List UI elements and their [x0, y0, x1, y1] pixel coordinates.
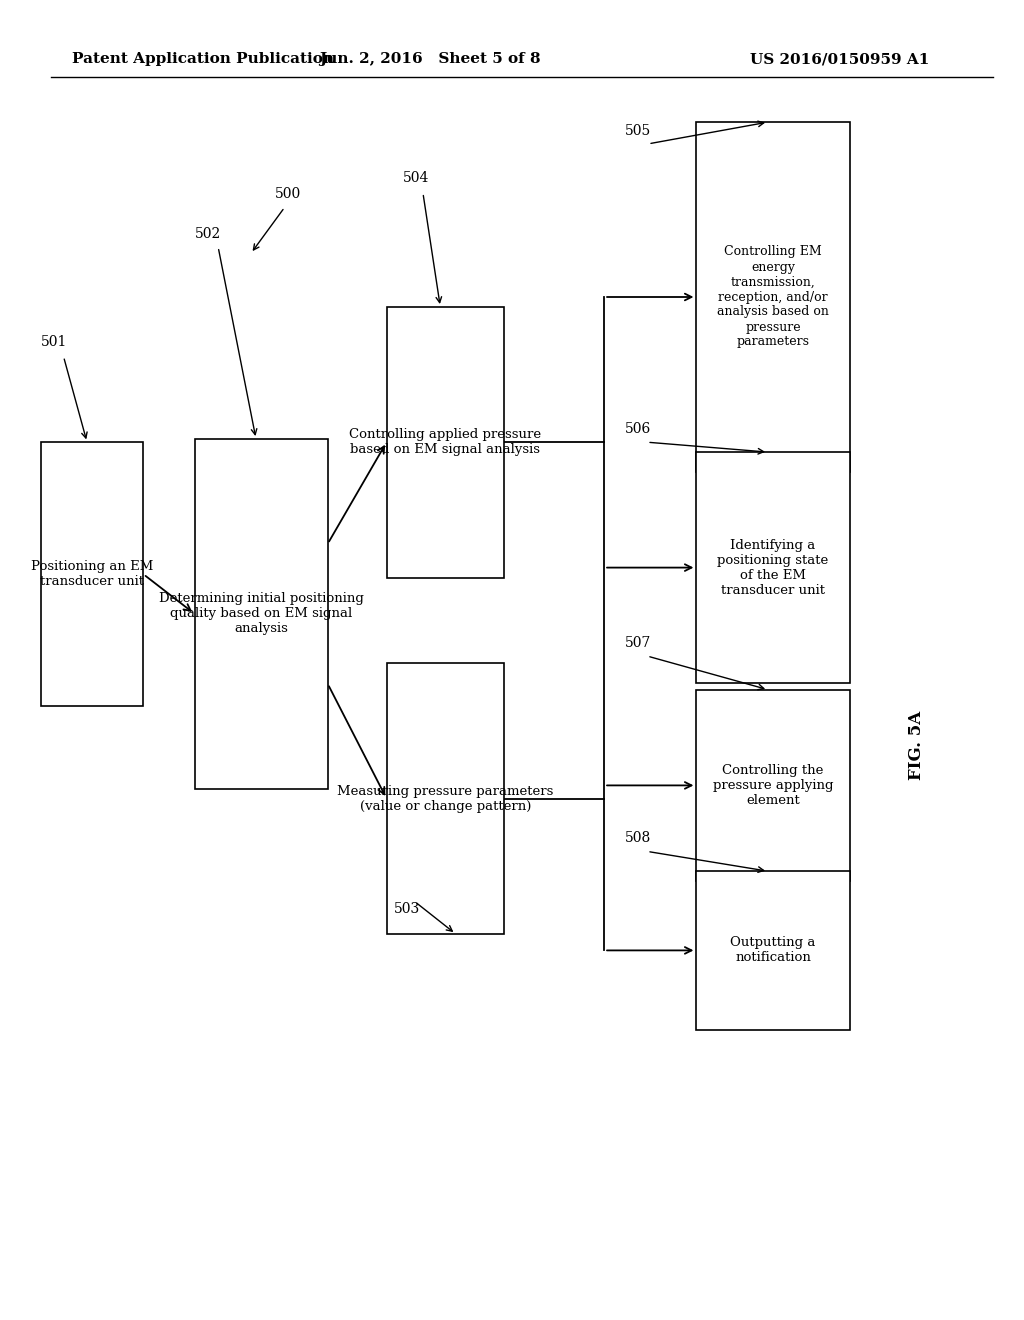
Text: Measuring pressure parameters
(value or change pattern): Measuring pressure parameters (value or … [337, 784, 554, 813]
FancyBboxPatch shape [41, 442, 143, 706]
Text: Controlling applied pressure
based on EM signal analysis: Controlling applied pressure based on EM… [349, 428, 542, 457]
Text: 506: 506 [625, 422, 651, 436]
Text: 501: 501 [41, 335, 68, 348]
Text: Patent Application Publication: Patent Application Publication [72, 53, 334, 66]
Text: US 2016/0150959 A1: US 2016/0150959 A1 [750, 53, 930, 66]
Text: 505: 505 [625, 124, 651, 137]
FancyBboxPatch shape [387, 308, 504, 578]
FancyBboxPatch shape [696, 689, 850, 882]
Text: Controlling the
pressure applying
element: Controlling the pressure applying elemen… [713, 764, 834, 807]
Text: 507: 507 [625, 636, 651, 649]
FancyBboxPatch shape [696, 451, 850, 684]
Text: Positioning an EM
transducer unit: Positioning an EM transducer unit [31, 560, 154, 589]
Text: FIG. 5A: FIG. 5A [908, 711, 925, 780]
Text: Determining initial positioning
quality based on EM signal
analysis: Determining initial positioning quality … [159, 593, 364, 635]
Text: 503: 503 [394, 903, 421, 916]
FancyBboxPatch shape [387, 663, 504, 935]
Text: 504: 504 [402, 172, 429, 185]
Text: Outputting a
notification: Outputting a notification [730, 936, 816, 965]
FancyBboxPatch shape [195, 438, 328, 788]
Text: 508: 508 [625, 832, 651, 845]
FancyBboxPatch shape [696, 871, 850, 1030]
Text: 502: 502 [195, 227, 221, 240]
FancyBboxPatch shape [696, 121, 850, 471]
Text: Jun. 2, 2016   Sheet 5 of 8: Jun. 2, 2016 Sheet 5 of 8 [319, 53, 541, 66]
Text: Identifying a
positioning state
of the EM
transducer unit: Identifying a positioning state of the E… [718, 539, 828, 597]
Text: 500: 500 [274, 187, 301, 201]
Text: Controlling EM
energy
transmission,
reception, and/or
analysis based on
pressure: Controlling EM energy transmission, rece… [717, 246, 829, 348]
